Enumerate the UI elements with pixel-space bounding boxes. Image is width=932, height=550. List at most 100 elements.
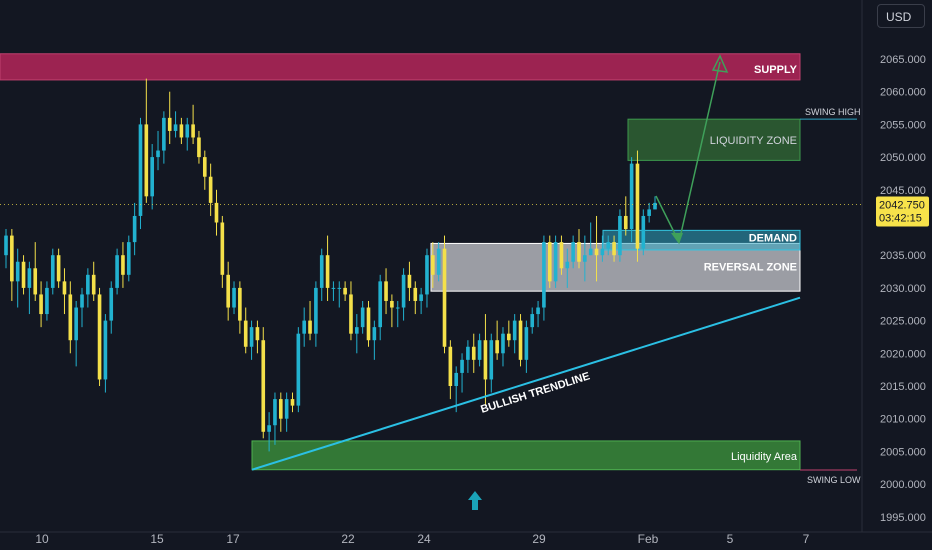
candle-body (547, 242, 552, 282)
candle-body (401, 274, 406, 308)
candle (284, 392, 289, 432)
candle-body (56, 255, 61, 282)
candle-body (144, 124, 149, 197)
projection-arrowhead-icon (711, 54, 729, 73)
candle (419, 287, 423, 315)
candle-body (91, 274, 96, 295)
candle-body (33, 268, 38, 295)
candle (518, 314, 523, 367)
current-price-tag (876, 196, 929, 227)
candle (91, 261, 96, 301)
candle (507, 320, 511, 347)
supply-zone-label: SUPPLY (754, 64, 798, 76)
candle (571, 235, 575, 269)
price-tick: 2015.000 (880, 381, 926, 393)
candle (384, 268, 388, 315)
candle-body (62, 281, 67, 295)
candle (448, 340, 453, 400)
candle-body (15, 261, 20, 282)
candle-body (530, 314, 535, 328)
candle (97, 287, 102, 386)
up-arrow-icon[interactable] (468, 491, 482, 510)
supply-zone (0, 53, 801, 81)
candle (343, 281, 347, 301)
candle-body (115, 255, 119, 288)
price-tick: 1995.000 (880, 512, 926, 524)
candle (542, 235, 546, 321)
candle-body (202, 157, 207, 177)
price-tick: 2060.000 (880, 87, 926, 99)
candle-body (97, 294, 102, 380)
candle (349, 281, 353, 341)
candle-body (197, 137, 201, 158)
candle-body (138, 124, 143, 216)
candle (407, 261, 412, 301)
candle (27, 261, 32, 315)
price-tick: 2025.000 (880, 316, 926, 328)
candle (401, 268, 406, 321)
candle-body (512, 320, 517, 341)
candle (21, 255, 26, 295)
candle (33, 242, 38, 301)
candle-body (232, 287, 236, 308)
candle-body (641, 215, 646, 249)
candle-body (565, 261, 570, 269)
candle-body (337, 287, 342, 289)
candle-body (27, 268, 32, 288)
candle-body (354, 327, 359, 334)
candle-body (220, 222, 225, 275)
candle-body (360, 307, 365, 328)
candle (501, 327, 505, 367)
candle (56, 248, 61, 288)
price-tick: 2010.000 (880, 414, 926, 426)
candle (431, 242, 435, 288)
candle (559, 235, 564, 275)
candle (536, 300, 540, 328)
candle-body (466, 346, 470, 360)
candle-body (10, 235, 14, 282)
time-tick: 24 (417, 532, 431, 546)
candle (103, 314, 108, 393)
candle (629, 157, 634, 243)
swing-low-label: SWING LOW (807, 475, 861, 485)
candle (255, 320, 260, 354)
pullback-arrowhead-icon (671, 233, 683, 244)
candle (202, 150, 207, 190)
candle (226, 261, 230, 321)
candle-body (366, 307, 371, 341)
time-tick: 15 (150, 532, 164, 546)
candle (647, 202, 651, 223)
candle-body (436, 248, 441, 275)
candle (547, 235, 552, 288)
candle (121, 242, 125, 288)
candle (150, 144, 154, 210)
candle (80, 287, 84, 328)
candle-body (243, 320, 248, 347)
candle-body (162, 117, 166, 151)
candle (220, 215, 225, 288)
candle-body (261, 340, 266, 432)
candle-body (647, 209, 651, 216)
candle-body (372, 327, 377, 341)
candle-body (343, 287, 347, 295)
candle-body (600, 248, 605, 256)
candle-body (536, 307, 540, 315)
candle (179, 117, 184, 145)
candle-body (553, 242, 558, 282)
candle-body (577, 242, 581, 262)
candle-body (471, 346, 476, 360)
price-axis[interactable]: 2065.000 2060.000 2055.000 2050.000 2045.000… (861, 0, 929, 532)
candle (138, 117, 143, 230)
candle (238, 281, 242, 334)
candle (86, 268, 90, 308)
candle-body (390, 300, 394, 308)
candle-body (214, 202, 219, 223)
time-axis[interactable]: 10 15 17 22 24 29 Feb 5 7 (0, 531, 932, 546)
candle-body (571, 242, 575, 262)
candle-body (419, 294, 423, 301)
currency-button[interactable]: USD (877, 4, 925, 28)
candle-body (384, 281, 388, 301)
candle (4, 229, 8, 269)
candle (173, 111, 178, 138)
